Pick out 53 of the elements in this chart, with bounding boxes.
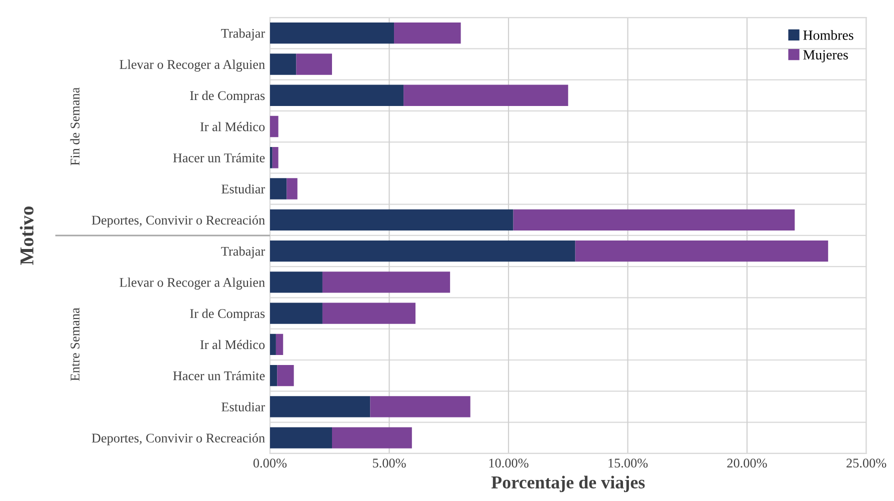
y-tick-label: Ir al Médico [200,340,265,350]
y-tick-label: Deportes, Convivir o Recreación [92,433,265,446]
bar [394,22,461,44]
bar [270,427,332,448]
y-tick-label: Llevar o Recoger a Alguien [120,278,265,290]
x-axis-title: Porcentaje de viajes [491,476,645,492]
bar [286,178,298,200]
legend-label: Mujeres [803,50,848,62]
bar [332,427,412,448]
bar [322,272,450,293]
bar [270,272,322,293]
bar [277,364,294,386]
bar [276,334,284,356]
x-tick-label: 15.00% [608,458,648,468]
bar [404,84,568,106]
y-tick-label: Ir de Compras [190,90,265,103]
bar [513,209,795,230]
x-tick-label: 25.00% [846,458,886,468]
text: Entre Semana [70,308,80,381]
legend-label: Hombres [803,30,854,40]
y-axis-title: Motivo [20,206,34,265]
bar [270,147,272,168]
y-tick-label: Ir de Compras [190,308,265,321]
bar [270,209,514,230]
x-tick-label: 10.00% [489,458,528,468]
bar [575,240,828,262]
bar [270,240,576,262]
y-tick-label: Hacer un Trámite [173,153,265,162]
x-tick-label: 5.00% [372,458,406,468]
y-tick-label: Trabajar [221,28,266,40]
y-tick-label: Estudiar [222,402,266,412]
x-tick-label: 20.00% [727,458,767,468]
bar [270,54,296,75]
bar [270,334,276,356]
y-tick-label: Deportes, Convivir o Recreación [92,215,265,228]
y-tick-label: Llevar o Recoger a Alguien [120,60,265,72]
bar [272,147,278,168]
bar [270,178,287,200]
y-tick-label: Hacer un Trámite [173,370,265,380]
y-tick-label: Trabajar [221,246,266,258]
text: Fin de Semana [70,87,80,166]
y-tick-label: Estudiar [222,184,266,194]
bar [270,22,394,44]
bar [296,54,332,75]
x-tick-label: 0.00% [253,458,287,468]
bar [322,302,416,324]
bar [370,396,470,418]
bar [270,302,322,324]
y-tick-label: Ir al Médico [200,122,265,132]
bar [270,84,404,106]
bar [270,116,278,138]
bar [270,396,370,418]
bar [270,364,278,386]
